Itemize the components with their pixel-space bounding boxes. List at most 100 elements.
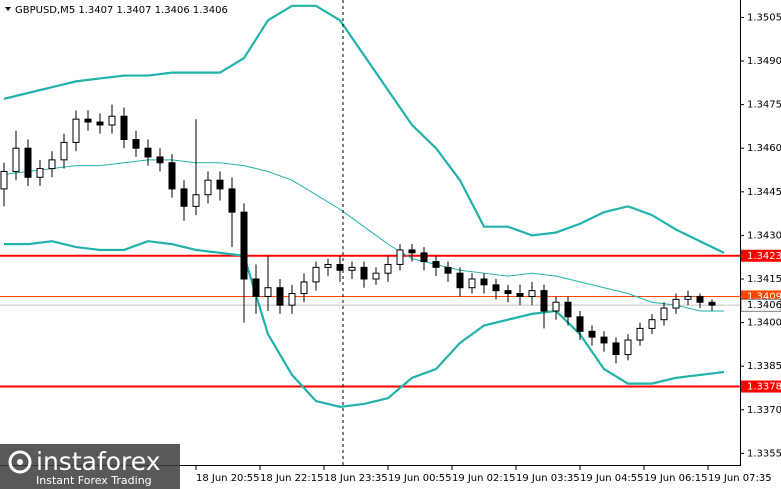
candle-body xyxy=(288,293,296,306)
chart-title: GBPUSD,M5 1.3407 1.3407 1.3406 1.3406 xyxy=(15,5,228,16)
candle-body xyxy=(648,319,656,329)
candle-body xyxy=(84,118,92,123)
y-tick-label: 1.3445 xyxy=(747,187,781,198)
candle-body xyxy=(384,263,392,274)
candle-body xyxy=(444,266,452,274)
candle-body xyxy=(672,298,680,309)
candle-body xyxy=(564,301,572,318)
candle-body xyxy=(420,252,428,263)
candle-body xyxy=(516,293,524,297)
candle-body xyxy=(276,287,284,306)
candle-body xyxy=(120,115,128,140)
y-tick-label: 1.3385 xyxy=(747,361,781,372)
candle-body xyxy=(588,330,596,338)
level-label: 1.3423 xyxy=(747,251,781,262)
y-tick-label: 1.3505 xyxy=(747,12,781,23)
candle-body xyxy=(252,278,260,297)
candle-body xyxy=(432,261,440,268)
x-tick-label: 19 Jun 03:35 xyxy=(516,473,580,484)
candle-body xyxy=(312,266,320,283)
candle-body xyxy=(492,284,500,292)
candle-body xyxy=(336,263,344,271)
candle-body xyxy=(468,278,476,289)
x-tick-label: 19 Jun 00:55 xyxy=(388,473,452,484)
y-tick-label: 1.3475 xyxy=(747,100,781,111)
y-tick-label: 1.3400 xyxy=(747,318,781,329)
candle-body xyxy=(576,316,584,332)
candle-body xyxy=(0,170,8,190)
candle-body xyxy=(528,290,536,297)
y-tick-label: 1.3430 xyxy=(747,230,781,241)
candle-body xyxy=(264,287,272,297)
watermark-logo xyxy=(8,450,32,474)
watermark-logo xyxy=(17,459,23,465)
candle-body xyxy=(696,295,704,303)
level-label: 1.3378 xyxy=(747,382,781,393)
x-tick-label: 19 Jun 07:35 xyxy=(708,473,772,484)
y-tick-label: 1.3355 xyxy=(747,448,781,459)
bollinger-band xyxy=(3,4,725,254)
candle-body xyxy=(480,278,488,286)
candle-body xyxy=(372,272,380,280)
candle-body xyxy=(552,301,560,312)
bollinger-band xyxy=(3,159,725,312)
candle-body xyxy=(540,290,548,312)
candle-body xyxy=(624,339,632,356)
y-tick-label: 1.3370 xyxy=(747,405,781,416)
candle-body xyxy=(144,147,152,158)
x-tick-label: 18 Jun 22:15 xyxy=(260,473,324,484)
watermark-brand: instaforex xyxy=(36,447,161,476)
axes: 1.3505 1.3490 1.3475 1.3460 1.3445 1.3430 1.34… xyxy=(195,12,781,484)
candle-body xyxy=(192,194,200,207)
level-label-box xyxy=(741,249,781,262)
candle-body xyxy=(168,162,176,190)
candle-body xyxy=(360,266,368,280)
y-tick-label: 1.3490 xyxy=(747,56,781,67)
watermark: instaforex Instant Forex Trading xyxy=(0,444,180,489)
x-tick-label: 19 Jun 04:55 xyxy=(580,473,644,484)
candle-body xyxy=(324,263,332,268)
candle-body xyxy=(408,249,416,254)
candle-body xyxy=(12,147,20,172)
level-label-box xyxy=(741,380,781,393)
watermark-tagline: Instant Forex Trading xyxy=(36,474,152,487)
candle-body xyxy=(204,179,212,196)
y-tick-label: 1.3415 xyxy=(747,274,781,285)
x-tick-label: 18 Jun 23:35 xyxy=(324,473,388,484)
level-label: 1.3406 xyxy=(747,300,781,311)
plot-area xyxy=(0,4,740,408)
bollinger-band xyxy=(3,240,725,408)
candle-body xyxy=(396,249,404,265)
candle-body xyxy=(216,179,224,190)
candle-body xyxy=(132,139,140,149)
candle-body xyxy=(24,147,32,178)
candle-body xyxy=(180,188,188,207)
candle-body xyxy=(504,290,512,295)
candle-body xyxy=(36,168,44,178)
level-label: 1.3409 xyxy=(747,291,781,302)
candle-body xyxy=(60,141,68,161)
candle-body xyxy=(348,266,356,271)
level-label-box xyxy=(740,298,781,312)
candle-body xyxy=(708,301,716,306)
x-tick-label: 19 Jun 02:15 xyxy=(452,473,516,484)
candle-body xyxy=(108,115,116,126)
candle-body xyxy=(660,307,668,321)
y-tick-label: 1.3460 xyxy=(747,143,781,154)
x-tick-label: 19 Jun 06:15 xyxy=(644,473,708,484)
candle-body xyxy=(228,188,236,213)
candle-body xyxy=(156,156,164,164)
x-tick-label: 18 Jun 20:55 xyxy=(196,473,260,484)
candle-body xyxy=(240,211,248,280)
candle-body xyxy=(300,281,308,295)
candle-body xyxy=(612,342,620,356)
candle-body xyxy=(636,327,644,341)
candle-body xyxy=(48,159,56,170)
candle-body xyxy=(600,336,608,344)
candle-body xyxy=(456,272,464,289)
symbol-arrow xyxy=(5,7,11,11)
candle-body xyxy=(684,295,692,300)
candle-body xyxy=(72,118,80,143)
